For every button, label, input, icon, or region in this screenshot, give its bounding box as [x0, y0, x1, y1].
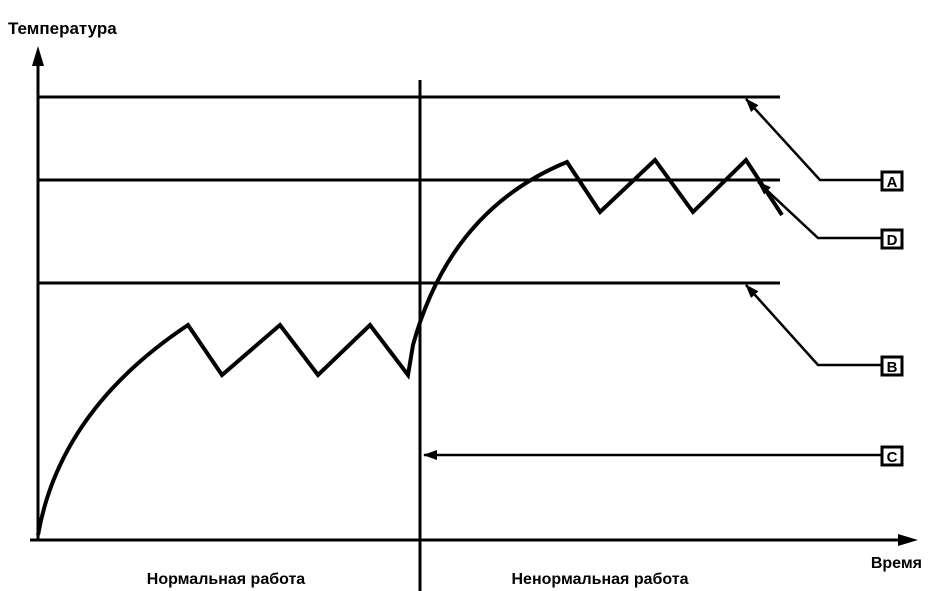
x-axis-label: Время [871, 555, 922, 572]
marker-label-b: B [887, 359, 898, 376]
callout-line-b [745, 284, 882, 367]
marker-label-c: C [887, 449, 898, 466]
marker-label-d: D [887, 232, 898, 249]
region-label-normal: Нормальная работа [147, 571, 306, 588]
marker-box-a [880, 170, 904, 192]
marker-label-a: A [887, 174, 898, 191]
region-label-abnormal: Ненормальная работа [512, 571, 689, 588]
y-axis-label: Температура [8, 19, 117, 38]
y-axis-arrow-icon [32, 46, 44, 66]
x-axis-arrow-icon [898, 534, 918, 546]
marker-box-b [880, 355, 904, 377]
temperature-curve [36, 156, 784, 536]
callout-line-d [757, 181, 882, 240]
marker-box-c [880, 445, 904, 467]
callout-line-a [745, 98, 882, 182]
marker-box-d [880, 228, 904, 250]
